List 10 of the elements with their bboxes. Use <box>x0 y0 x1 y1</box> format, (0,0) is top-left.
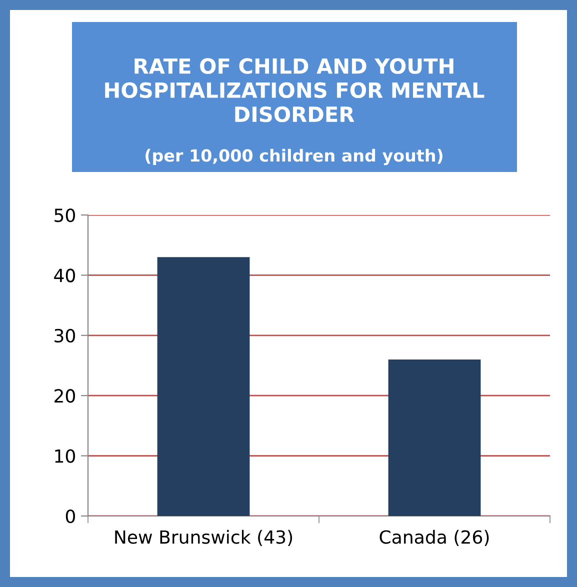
chart-title: RATE OF CHILD AND YOUTH HOSPITALIZATIONS FOR MENTAL DISORDER <box>105 58 484 122</box>
x-tick-label: New Brunswick (43) <box>115 530 292 546</box>
chart-subtitle: (per 10,000 children and youth) <box>146 148 442 166</box>
y-tick-label: 30 <box>54 328 75 343</box>
y-tick-label: 10 <box>55 449 75 463</box>
x-tick-label: Canada (26) <box>380 530 489 546</box>
y-tick-label: 40 <box>54 268 75 282</box>
y-tick-label: 50 <box>54 208 75 222</box>
y-tick-label: 0 <box>66 509 75 524</box>
y-tick-label: 20 <box>54 389 75 403</box>
